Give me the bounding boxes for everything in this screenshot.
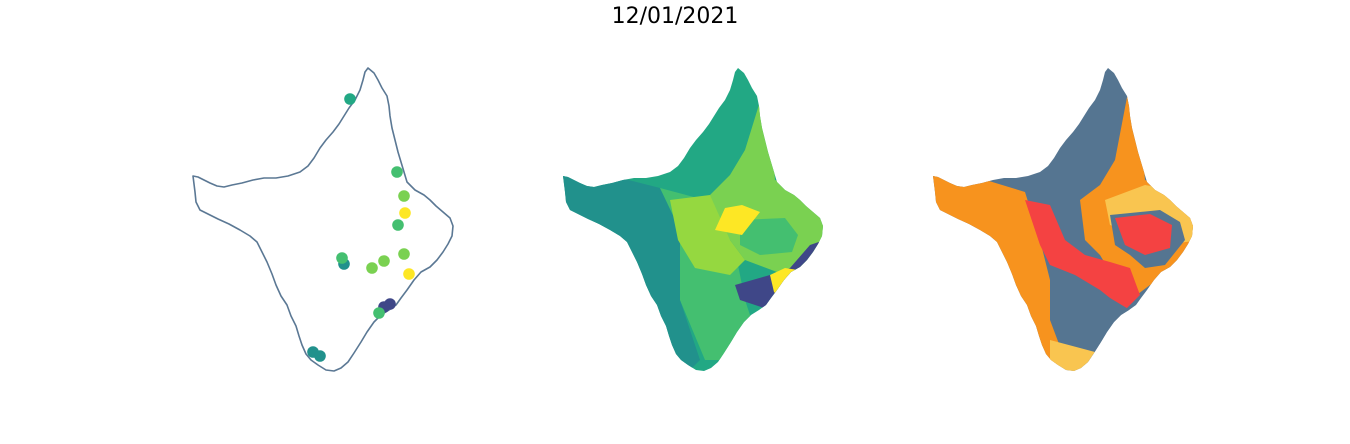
point-marker <box>399 207 411 219</box>
points-map <box>192 67 454 372</box>
point-marker <box>336 252 348 264</box>
map-title: 12/01/2021 <box>611 4 739 29</box>
region-central <box>670 195 745 275</box>
point-marker <box>378 255 390 267</box>
region-red-northeast <box>1115 214 1172 255</box>
choropleth-category-panel <box>900 0 1220 444</box>
point-marker <box>392 219 404 231</box>
region-red-diagonal <box>1025 200 1140 310</box>
point-marker <box>398 190 410 202</box>
point-marker <box>344 93 356 105</box>
point-marker <box>314 350 326 362</box>
point-marker <box>403 268 415 280</box>
points-layer <box>307 93 415 362</box>
state-outline <box>192 67 454 372</box>
region-yellow-north <box>715 205 760 235</box>
point-marker <box>366 262 378 274</box>
region-south-slate <box>1050 268 1130 365</box>
choropleth-viridis-map <box>563 68 823 371</box>
point-marker <box>398 248 410 260</box>
region-inner-green <box>740 218 798 255</box>
points-map-panel <box>160 0 480 444</box>
choropleth-category-map <box>933 68 1193 371</box>
point-marker <box>391 166 403 178</box>
choropleth-viridis-panel <box>530 0 850 444</box>
point-marker <box>373 307 385 319</box>
